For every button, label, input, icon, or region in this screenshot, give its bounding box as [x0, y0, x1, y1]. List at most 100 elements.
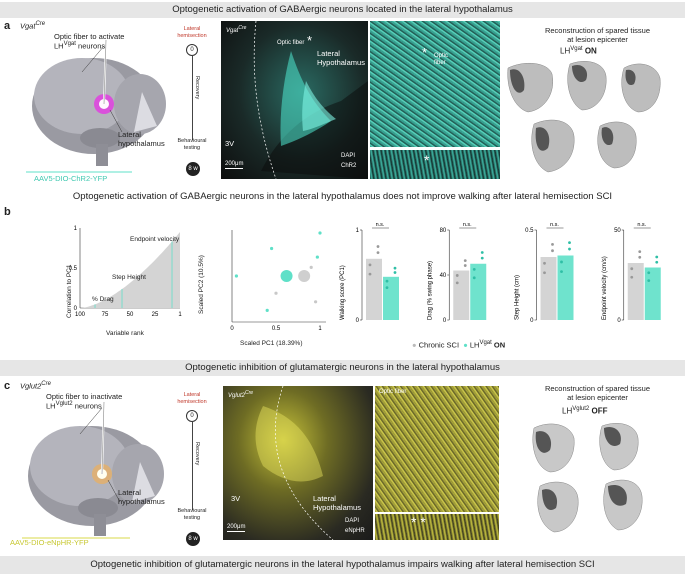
micro-c-line: Vglut2Cre — [228, 390, 254, 399]
bar-chart-3: Endpoint velocity (cm/s) 50 0 n.s. — [602, 222, 661, 324]
pca-xtick: 0 — [230, 326, 234, 332]
bar-dot-0-0 — [368, 272, 372, 276]
corr-xtick: 75 — [102, 312, 109, 318]
micro-c-enphr: eNpHR — [345, 528, 365, 534]
bar-chart-0: Walking score (PC1) 1 0 n.s. — [340, 222, 399, 324]
ns-label-3: n.s. — [637, 222, 646, 228]
bar-dot-1-1 — [472, 276, 476, 280]
timeline-c-line — [192, 422, 193, 510]
micrograph-c-strip: * * — [375, 514, 499, 540]
recon-c-sections — [532, 423, 643, 533]
micro-c-scale: 200μm — [227, 524, 246, 532]
ns-label-1: n.s. — [463, 222, 472, 228]
ann-endpoint: Endpoint velocity — [130, 236, 180, 243]
bar-dot-2-0 — [543, 261, 546, 265]
micrograph-c-inset: Optic fiber — [375, 386, 499, 512]
ann-drag: % Drag — [92, 296, 114, 303]
inset-c-fiber: Optic fiber — [379, 389, 407, 395]
bar-chart-1: Drag (% swing phase) 80 40 0 n.s. — [427, 222, 487, 324]
bar-dot-2-0 — [551, 243, 554, 246]
ann-step: Step Height — [112, 274, 146, 281]
bar-dot-1-0 — [463, 264, 467, 267]
bar-dot-0-1 — [393, 266, 397, 270]
bar-dot-3-0 — [630, 275, 634, 279]
recon-c-label: LHVglut2 OFF — [562, 406, 608, 416]
recon-a-section-3 — [621, 63, 661, 113]
bar-ytick-1: 40 — [440, 273, 447, 279]
timeline-a-end: 8 w — [186, 162, 200, 176]
pca-point — [280, 270, 293, 282]
timeline-c-top: Lateral hemisection — [177, 392, 207, 405]
corr-xtick: 50 — [127, 312, 134, 318]
bar-dot-1-0 — [455, 274, 459, 277]
bar-3-0 — [627, 263, 644, 320]
brain-illustration-c — [22, 401, 164, 539]
bar-ytick-1: 0 — [443, 318, 447, 324]
inset-a-asterisk: * — [422, 45, 428, 60]
bar-dot-1-1 — [472, 267, 476, 271]
micro-a-chr2: ChR2 — [341, 163, 357, 169]
bar-dot-1-1 — [480, 256, 484, 260]
bar-dot-1-0 — [463, 259, 467, 262]
recon-c-title: Reconstruction of spared tissue at lesion… — [544, 384, 651, 402]
micro-c-3v: 3V — [231, 494, 241, 503]
timeline-a-mid: Recovery — [194, 76, 200, 100]
bar-ytick-3: 0 — [617, 318, 621, 324]
panel-a-letter: a — [4, 20, 11, 32]
micro-a-fiber: Optic fiber — [277, 40, 305, 46]
timeline-c-mid: Recovery — [194, 442, 200, 466]
micrograph-c-main: Vglut2Cre Lateral Hypothalamus 3V 200μm D… — [223, 386, 373, 540]
panel-c-bottom-banner: Optogenetic inhibition of glutamatergic … — [0, 556, 685, 574]
micro-c-dapi: DAPI — [345, 518, 360, 524]
panel-a-mouse-line: VgatCre — [20, 21, 46, 31]
corr-ytick: 1 — [74, 226, 78, 232]
bar-dot-3-0 — [638, 255, 642, 259]
micro-a-scale: 200μm — [225, 161, 244, 169]
timeline-a-bottom: Behavioural testing — [177, 138, 207, 151]
bar-ytick-2: 0.5 — [525, 228, 534, 234]
recon-c-section-4 — [603, 479, 643, 531]
panel-a-banner: Optogenetic activation of GABAergic neur… — [0, 2, 685, 18]
pca-point — [314, 300, 318, 304]
micro-a-lh: Lateral Hypothalamus — [317, 49, 365, 67]
timeline-c-bottom: Behavioural testing — [177, 508, 207, 521]
micro-a-asterisk: * — [307, 33, 313, 48]
panel-c-mouse-line: Vglut2Cre — [20, 381, 51, 391]
bar-ylabel-1: Drag (% swing phase) — [427, 261, 433, 320]
strip-a-asterisk: * — [424, 152, 430, 168]
pca-xtick: 0.5 — [272, 326, 281, 332]
bar-dot-2-1 — [560, 270, 563, 274]
bar-charts: Walking score (PC1)10n.s. Drag (% swing p… — [340, 222, 661, 324]
recon-c-section-2 — [599, 423, 639, 471]
bar-ytick-2: 0 — [530, 318, 534, 324]
strip-c-asterisk: * * — [411, 514, 426, 530]
pca-xlabel: Scaled PC1 (18.39%) — [240, 340, 303, 347]
ns-label-0: n.s. — [376, 222, 385, 228]
ns-label-2: n.s. — [550, 222, 559, 228]
bar-dot-1-1 — [480, 251, 484, 254]
bar-dot-3-1 — [655, 260, 659, 264]
lh-label-a: Lateral hypothalamus — [118, 130, 165, 148]
recon-a-section-1 — [507, 62, 554, 113]
bar-dot-0-1 — [393, 271, 397, 274]
bar-dot-1-0 — [455, 281, 459, 285]
corr-xtick: 25 — [152, 312, 159, 318]
corr-xlabel: Variable rank — [106, 330, 144, 337]
fiber-label-a: Optic fiber to activate LHVgat neurons — [54, 32, 125, 51]
corr-ylabel: Correlation to PC1 — [66, 264, 73, 318]
bar-dot-0-0 — [376, 245, 380, 248]
bar-dot-3-1 — [647, 271, 651, 275]
bar-1-0 — [453, 270, 470, 320]
bar-dot-0-0 — [368, 263, 372, 267]
corr-area — [80, 232, 180, 308]
micrograph-a-main: VgatCre Optic fiber * Lateral Hypothalamu… — [221, 21, 368, 179]
micro-a-3v: 3V — [225, 139, 235, 148]
recon-a-label: LHVgat ON — [560, 46, 597, 56]
bar-2-0 — [540, 257, 557, 320]
micro-c-lh: Lateral Hypothalamus — [313, 494, 361, 512]
bar-chart-2: Step Height (cm) 0.5 0 n.s. — [515, 222, 574, 324]
bar-dot-2-1 — [568, 241, 571, 244]
virus-label-a: AAV5-DIO-ChR2-YFP — [34, 174, 108, 183]
bar-ylabel-3: Endpoint velocity (cm/s) — [602, 256, 608, 320]
virus-label-c: AAV5-DIO-eNpHR-YFP — [10, 538, 89, 547]
